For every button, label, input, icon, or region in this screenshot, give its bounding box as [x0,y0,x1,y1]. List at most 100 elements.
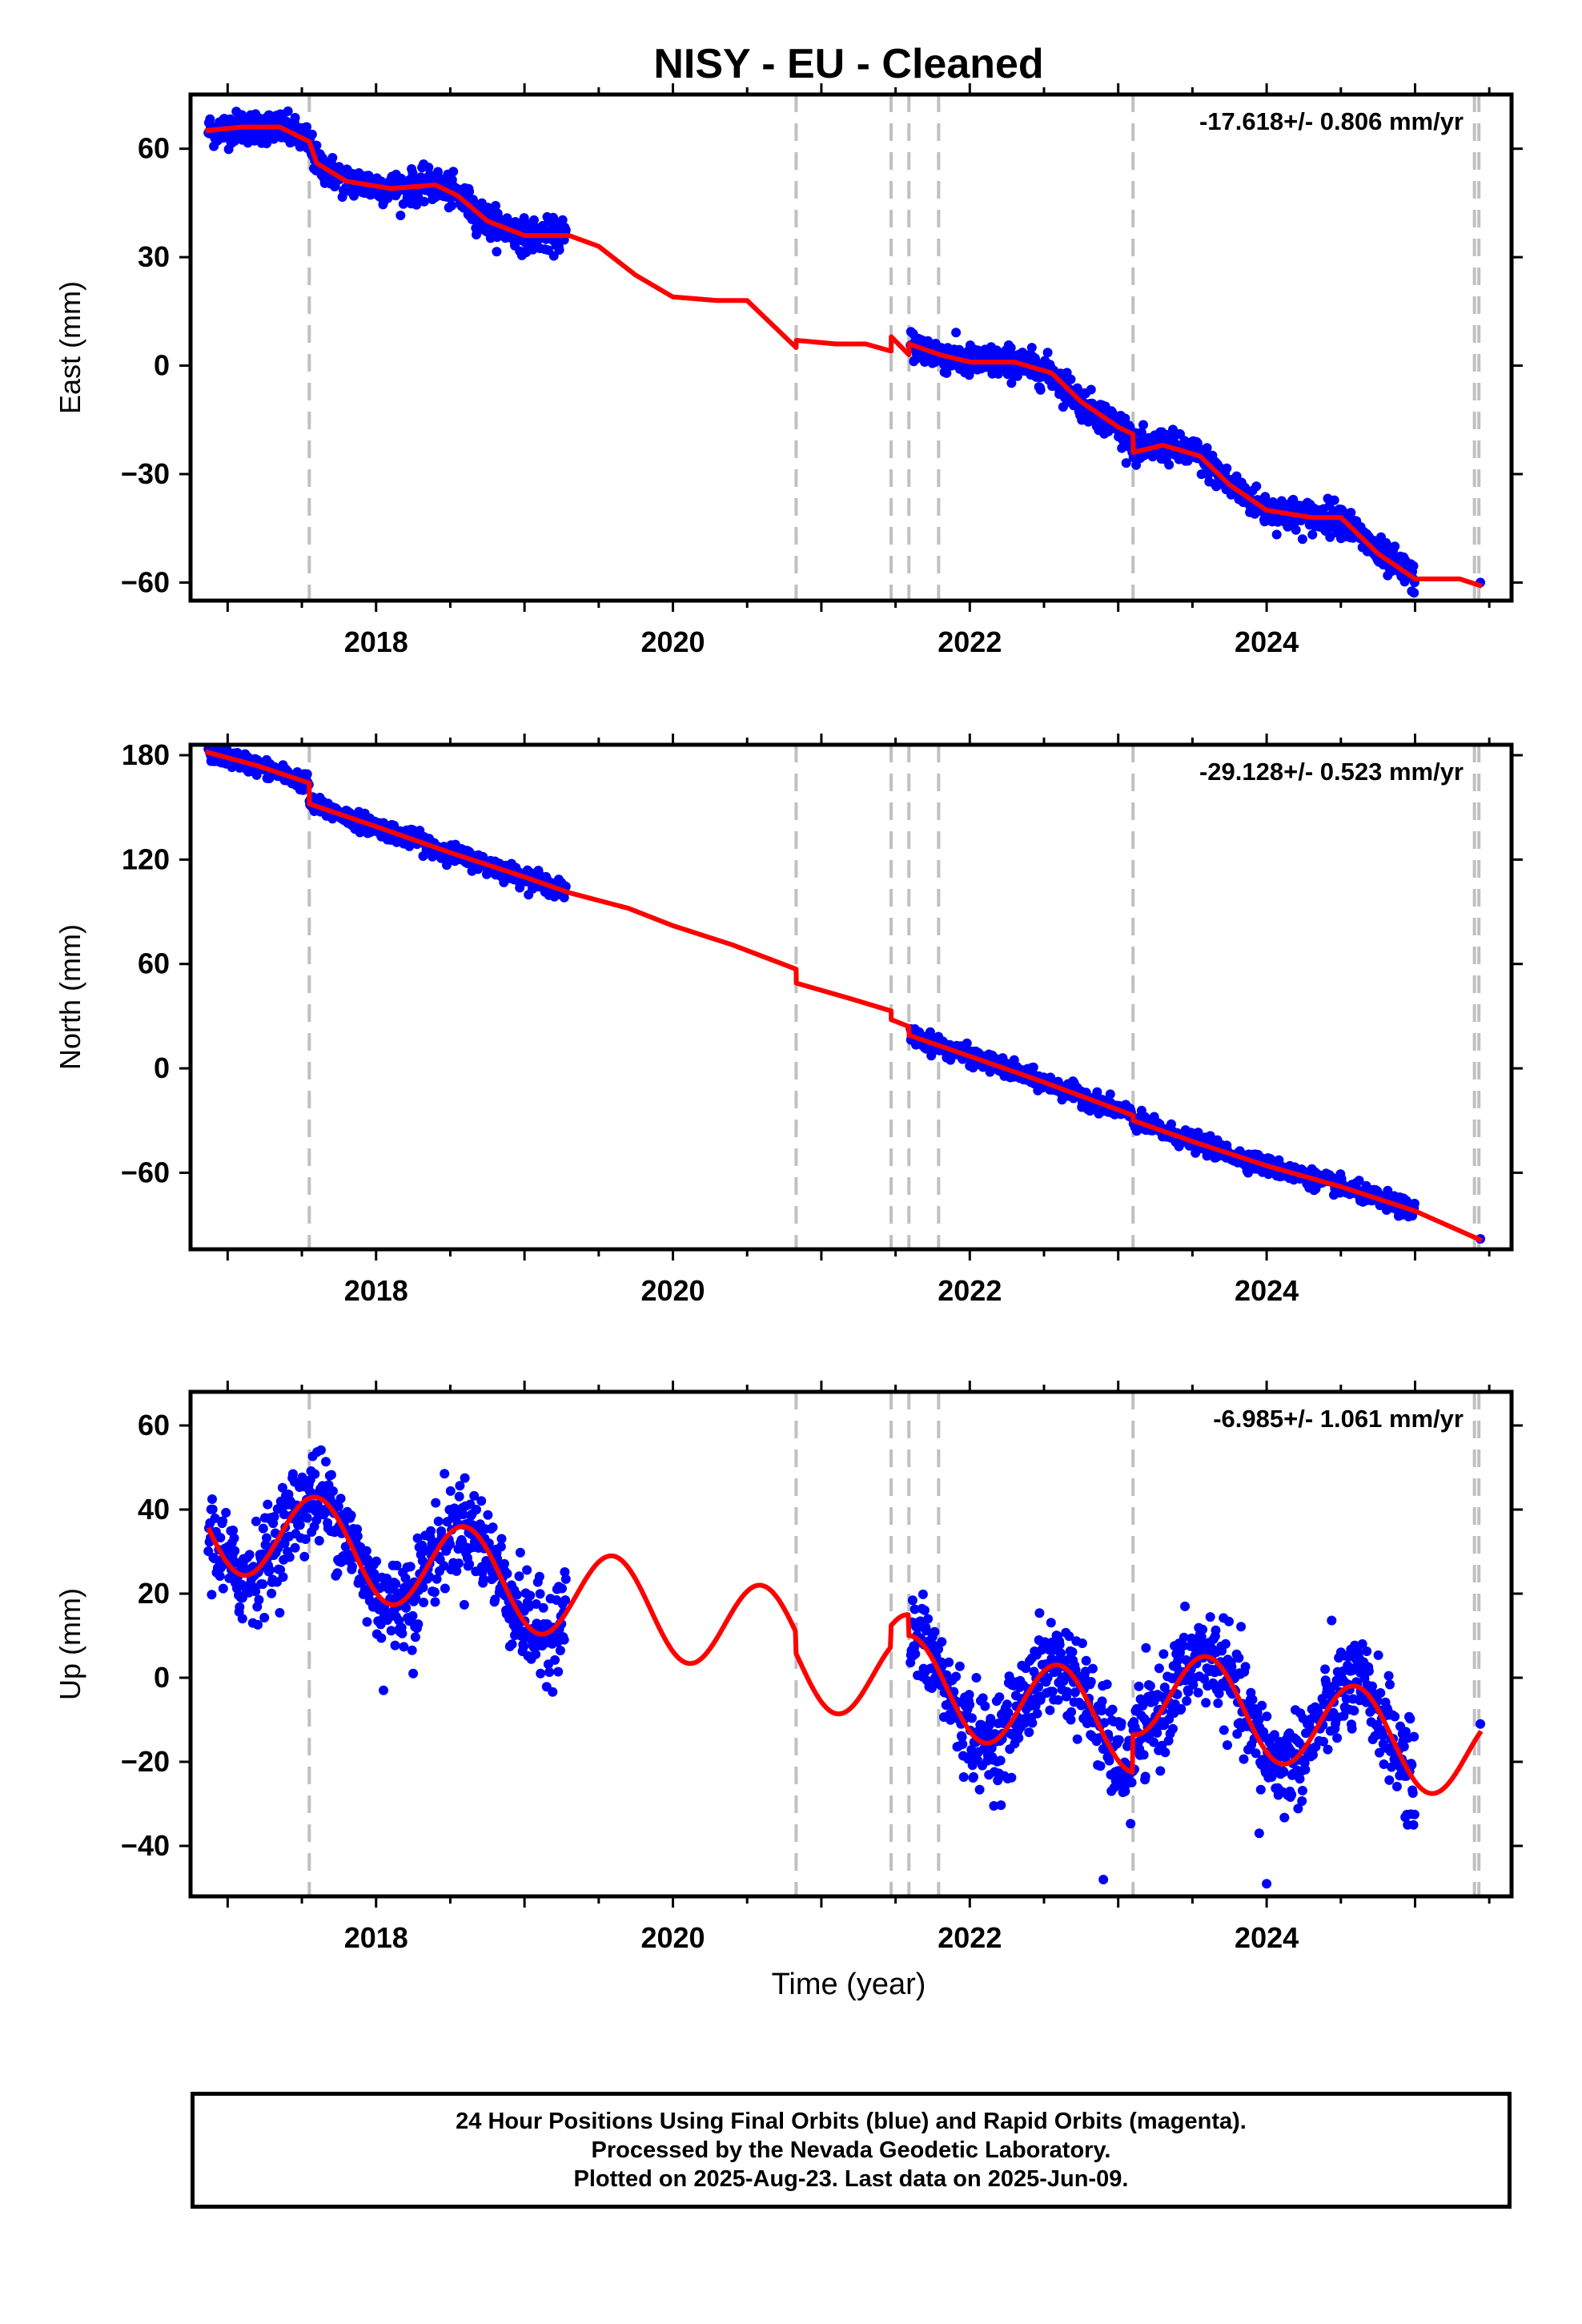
data-point [218,1583,228,1594]
data-point [1158,1649,1169,1659]
data-point [910,1649,921,1659]
data-point [352,1524,363,1534]
data-point [1107,1704,1118,1715]
data-point [989,1801,999,1811]
data-point [1168,1723,1178,1734]
data-point [259,1613,270,1622]
data-point [944,1657,954,1667]
data-point [413,1619,424,1630]
x-axis-label: Time (year) [772,1968,926,2001]
data-point [1327,1615,1337,1626]
data-point [405,1562,416,1572]
data-point [440,1583,450,1594]
data-point [557,215,568,225]
data-point [995,1755,1006,1766]
data-point [464,1559,475,1570]
data-point [1408,561,1419,571]
y-tick-label: −30 [121,457,170,490]
data-point [1323,1744,1333,1755]
data-points [203,745,1486,1244]
data-point [1214,1688,1224,1699]
data-point [1042,348,1053,358]
data-point [1307,529,1318,540]
data-point [1136,428,1146,437]
data-point [1297,534,1307,545]
data-point [1341,1694,1351,1704]
data-point [460,1473,470,1483]
data-point [962,1038,972,1048]
data-point [491,200,500,211]
data-point [969,1771,978,1782]
data-point [1062,1687,1072,1697]
data-point [917,1589,928,1599]
data-point [1385,1679,1395,1690]
data-point [464,187,475,197]
data-point [1173,1655,1183,1666]
data-point [1026,343,1037,353]
data-point [937,1637,947,1647]
data-point [1021,1663,1031,1674]
data-point [1354,1176,1364,1186]
data-point [909,1604,920,1614]
data-point [390,1640,400,1651]
data-point [507,1639,517,1650]
data-point [215,1571,225,1581]
chart-title: NISY - EU - Cleaned [653,41,1043,87]
data-point [1239,1754,1249,1764]
data-point [408,1668,419,1679]
data-point [560,1595,571,1606]
data-point [1053,1695,1063,1705]
data-point [1375,1747,1384,1758]
data-point [1346,508,1356,518]
data-point [386,1626,396,1636]
data-point [426,1526,436,1536]
data-point [1006,378,1017,388]
data-point [267,1588,277,1598]
data-point [408,1610,418,1621]
y-tick-label: −60 [121,1156,170,1188]
data-point [1047,1687,1058,1697]
data-point [1087,1663,1098,1674]
data-point [327,153,338,163]
data-point [1223,1740,1232,1751]
data-point [1293,1803,1303,1814]
data-point [958,1772,969,1782]
data-point [536,1668,546,1679]
data-point [1027,1718,1038,1728]
data-point [299,1551,310,1562]
data-point [1178,1641,1189,1651]
data-point [1257,1700,1267,1711]
data-point [951,328,962,338]
footer-line-orbits: 24 Hour Positions Using Final Orbits (bl… [456,2109,1247,2134]
data-point [957,1732,967,1743]
y-tick-label: 60 [138,1409,170,1441]
data-point [519,1642,528,1652]
y-tick-label: −40 [121,1829,170,1862]
data-point [1279,1767,1289,1777]
data-point [1409,1198,1419,1208]
data-point [472,1505,481,1514]
data-point [295,1520,305,1530]
y-tick-label: 40 [138,1493,170,1526]
data-point [1145,1681,1155,1691]
y-tick-label: 60 [138,132,170,165]
data-point [328,1486,338,1496]
data-point [1047,1637,1058,1647]
data-point [300,1534,311,1544]
data-point [229,1533,239,1543]
data-point [1213,1698,1223,1708]
data-point [1040,1637,1050,1647]
data-point [1251,1748,1261,1759]
data-point [1409,1809,1419,1819]
data-point [1234,1653,1244,1663]
data-point [362,1617,372,1627]
data-point [921,1626,931,1636]
model-line [206,1494,1484,1796]
data-point [455,1481,465,1491]
data-point [965,1699,975,1710]
data-point [1070,1687,1080,1698]
data-point [1332,1733,1343,1743]
data-point [980,1701,990,1711]
data-point [994,1692,1005,1703]
